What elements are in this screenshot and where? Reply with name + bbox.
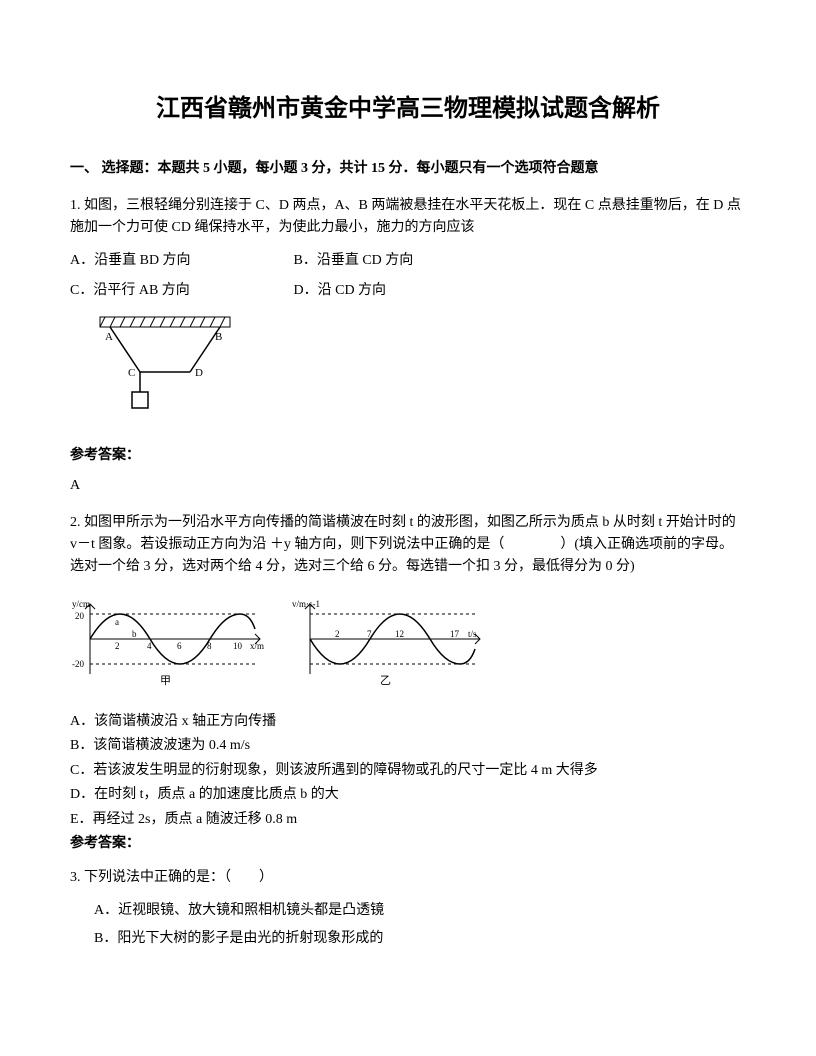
svg-text:6: 6 <box>177 641 182 651</box>
q3-text: 3. 下列说法中正确的是：（ ） <box>70 867 746 889</box>
svg-text:B: B <box>215 331 222 343</box>
svg-text:x/m: x/m <box>250 641 264 651</box>
svg-text:7: 7 <box>367 629 372 639</box>
svg-text:A: A <box>105 331 113 343</box>
section-header: 一、 选择题：本题共 5 小题，每小题 3 分，共计 15 分．每小题只有一个选… <box>70 158 746 180</box>
svg-text:y/cm: y/cm <box>72 599 90 609</box>
question-2: 2. 如图甲所示为一列沿水平方向传播的简谐横波在时刻 t 的波形图，如图乙所示为… <box>70 512 746 856</box>
q1-diagram: A B C D <box>90 312 746 430</box>
wave-diagram-icon: y/cm 20 -20 2 4 6 8 10 x/m a b 甲 v/m·s-1 <box>70 589 490 689</box>
q2-text: 2. 如图甲所示为一列沿水平方向传播的简谐横波在时刻 t 的波形图，如图乙所示为… <box>70 512 746 579</box>
q1-answer: A <box>70 475 746 497</box>
q1-answer-label: 参考答案： <box>70 445 746 467</box>
q1-options-row1: A．沿垂直 BD 方向 B．沿垂直 CD 方向 <box>70 250 746 272</box>
q3-optA: A．近视眼镜、放大镜和照相机镜头都是凸透镜 <box>94 900 746 922</box>
svg-text:v/m·s-1: v/m·s-1 <box>292 599 320 609</box>
q2-optE: E．再经过 2s，质点 a 随波迁移 0.8 m <box>70 809 746 831</box>
svg-text:C: C <box>128 367 135 379</box>
question-1: 1. 如图，三根轻绳分别连接于 C、D 两点，A、B 两端被悬挂在水平天花板上．… <box>70 195 746 498</box>
svg-text:20: 20 <box>75 611 85 621</box>
svg-text:12: 12 <box>395 629 404 639</box>
svg-text:t/s: t/s <box>468 629 477 639</box>
page-title: 江西省赣州市黄金中学高三物理模拟试题含解析 <box>70 90 746 128</box>
q3-optB: B．阳光下大树的影子是由光的折射现象形成的 <box>94 928 746 950</box>
q2-optA: A．该简谐横波沿 x 轴正方向传播 <box>70 711 746 733</box>
svg-text:2: 2 <box>115 641 120 651</box>
svg-text:甲: 甲 <box>160 675 171 687</box>
q2-optD: D．在时刻 t，质点 a 的加速度比质点 b 的大 <box>70 784 746 806</box>
svg-text:10: 10 <box>233 641 243 651</box>
question-3: 3. 下列说法中正确的是：（ ） A．近视眼镜、放大镜和照相机镜头都是凸透镜 B… <box>70 867 746 950</box>
q1-text: 1. 如图，三根轻绳分别连接于 C、D 两点，A、B 两端被悬挂在水平天花板上．… <box>70 195 746 240</box>
svg-text:a: a <box>115 617 119 627</box>
q1-optC: C．沿平行 AB 方向 <box>70 280 290 302</box>
svg-text:b: b <box>132 629 137 639</box>
svg-text:17: 17 <box>450 629 460 639</box>
svg-text:2: 2 <box>335 629 340 639</box>
q1-optA: A．沿垂直 BD 方向 <box>70 250 290 272</box>
svg-text:乙: 乙 <box>380 674 391 687</box>
q1-optB: B．沿垂直 CD 方向 <box>294 250 514 272</box>
q1-optD: D．沿 CD 方向 <box>294 280 514 302</box>
q2-optB: B．该简谐横波波速为 0.4 m/s <box>70 735 746 757</box>
q2-answer-label: 参考答案： <box>70 833 746 855</box>
q2-diagram: y/cm 20 -20 2 4 6 8 10 x/m a b 甲 v/m·s-1 <box>70 589 746 697</box>
svg-text:8: 8 <box>207 641 212 651</box>
rope-diagram-icon: A B C D <box>90 312 240 422</box>
svg-text:D: D <box>195 367 203 379</box>
q1-options-row2: C．沿平行 AB 方向 D．沿 CD 方向 <box>70 280 746 302</box>
svg-text:-20: -20 <box>72 659 84 669</box>
svg-text:4: 4 <box>147 641 152 651</box>
q2-optC: C．若该波发生明显的衍射现象，则该波所遇到的障碍物或孔的尺寸一定比 4 m 大得… <box>70 760 746 782</box>
